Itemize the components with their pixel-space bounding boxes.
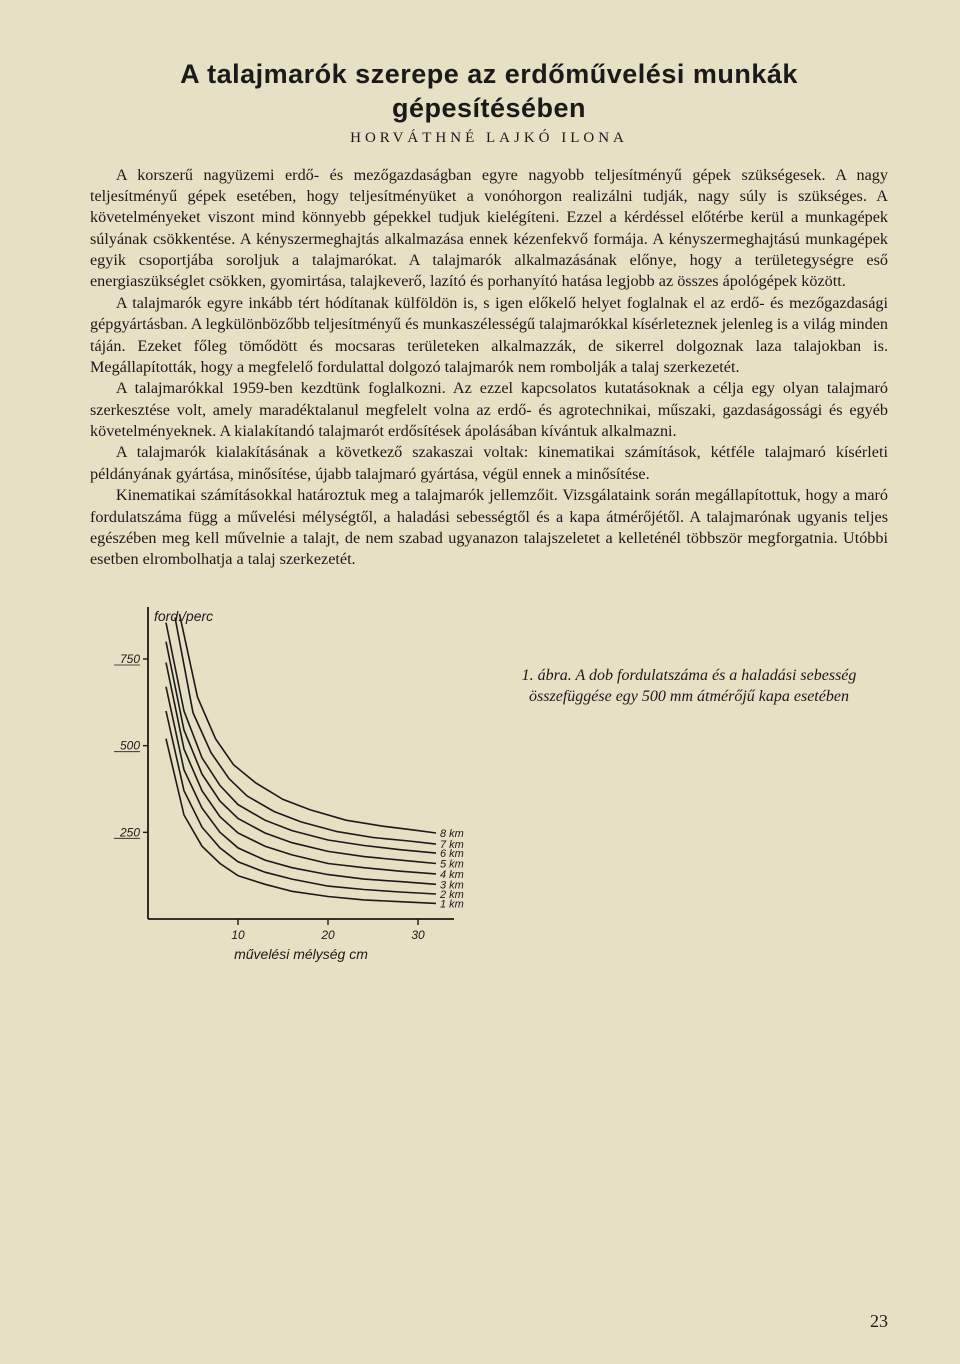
paragraph: A talajmarókkal 1959-ben kezdtünk foglal… <box>90 378 888 442</box>
paragraph: A korszerű nagyüzemi erdő- és mezőgazdas… <box>90 165 888 293</box>
author-line: HORVÁTHNÉ LAJKÓ ILONA <box>90 130 888 147</box>
title-line-2: gépesítésében <box>392 93 586 123</box>
svg-text:művelési mélység cm: művelési mélység cm <box>234 946 368 962</box>
svg-text:5 km: 5 km <box>440 858 464 870</box>
svg-text:4 km: 4 km <box>440 869 464 881</box>
chart-container: 250 500 750 ford./perc 10 20 30 művelési mélysé… <box>90 595 510 970</box>
page: A talajmarók szerepe az erdőművelési mun… <box>0 0 960 1364</box>
svg-text:7 km: 7 km <box>440 839 464 851</box>
figure-caption: 1. ábra. A dob fordulatszáma és a haladá… <box>510 595 888 708</box>
line-chart: 250 500 750 ford./perc 10 20 30 művelési mélysé… <box>90 595 510 965</box>
figure-block: 250 500 750 ford./perc 10 20 30 művelési mélysé… <box>90 595 888 970</box>
svg-text:20: 20 <box>320 928 335 942</box>
svg-text:8 km: 8 km <box>440 828 464 840</box>
body-text: A korszerű nagyüzemi erdő- és mezőgazdas… <box>90 165 888 571</box>
svg-text:3 km: 3 km <box>440 879 464 891</box>
svg-text:500: 500 <box>120 738 140 752</box>
svg-text:ford./perc: ford./perc <box>154 608 213 624</box>
paragraph: Kinematikai számításokkal határoztuk meg… <box>90 485 888 571</box>
svg-text:30: 30 <box>411 928 425 942</box>
title-line-1: A talajmarók szerepe az erdőművelési mun… <box>180 59 798 89</box>
svg-text:10: 10 <box>231 928 245 942</box>
svg-text:750: 750 <box>120 652 140 666</box>
article-title: A talajmarók szerepe az erdőművelési mun… <box>90 58 888 126</box>
svg-text:250: 250 <box>119 825 140 839</box>
paragraph: A talajmarók egyre inkább tért hódítanak… <box>90 293 888 379</box>
paragraph: A talajmarók kialakításának a következő … <box>90 442 888 485</box>
page-number: 23 <box>870 1311 888 1332</box>
